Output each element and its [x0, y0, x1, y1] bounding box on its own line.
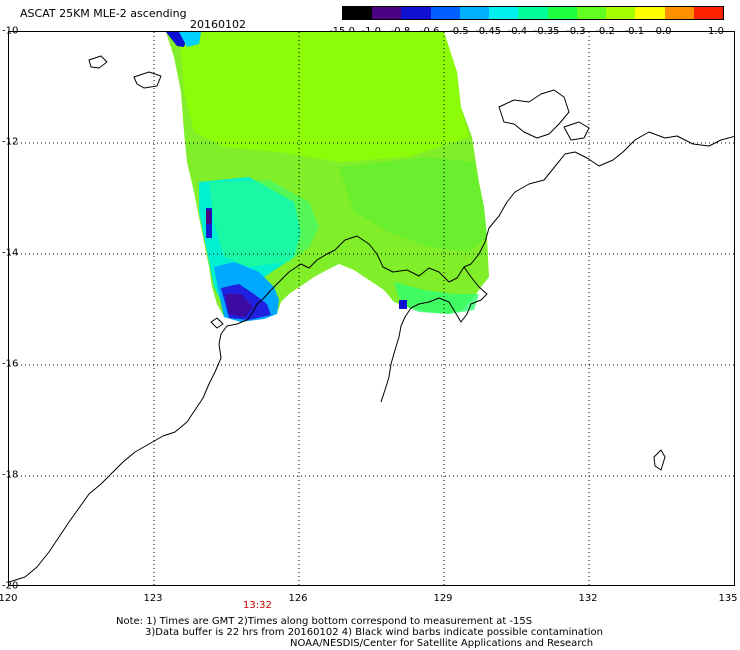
colorbar-segment: [576, 7, 607, 19]
island-3: [563, 121, 590, 141]
lon-tick-label: 126: [288, 593, 308, 604]
coastline: [9, 55, 734, 583]
swath-north: [179, 32, 469, 162]
colorbar-segment: [489, 7, 519, 19]
island-1: [133, 71, 162, 89]
lat-lon-grid: [9, 32, 734, 585]
colorbar-segment: [606, 7, 636, 19]
map-date: 20160102: [190, 18, 246, 31]
footer-note-2: 3)Data buffer is 22 hrs from 20160102 4)…: [145, 627, 603, 638]
footer-note-1: Note: 1) Times are GMT 2)Times along bot…: [116, 616, 533, 627]
wind-swath-data: [166, 32, 489, 322]
lon-tick-label: 132: [578, 593, 598, 604]
map-title: ASCAT 25KM MLE-2 ascending: [20, 7, 187, 20]
footer-credit: NOAA/NESDIS/Center for Satellite Applica…: [290, 638, 594, 649]
colorbar-segment: [518, 7, 549, 19]
map-canvas: [9, 32, 734, 585]
lat-tick-label: -16: [2, 358, 19, 370]
lon-tick-label: 129: [433, 593, 453, 604]
swath-violet: [225, 294, 253, 317]
coastline-north: [278, 131, 734, 283]
lat-tick-label: -20: [2, 580, 19, 592]
colorbar-segment: [372, 7, 402, 19]
colorbar-segment: [401, 7, 432, 19]
swath-edge-violet: [206, 210, 211, 224]
map-panel: [8, 31, 735, 586]
coastline-gulf: [380, 266, 488, 403]
swath-se-blue: [399, 300, 407, 309]
colorbar-segment: [635, 7, 666, 19]
lon-tick-label: 135: [718, 593, 738, 604]
swath-top-cyan: [179, 32, 201, 47]
swath-east: [339, 157, 487, 252]
lon-tick-label: 120: [0, 593, 18, 604]
island-5: [210, 317, 224, 329]
colorbar: [342, 6, 724, 20]
lon-tick-label: 123: [143, 593, 163, 604]
colorbar-segment: [459, 7, 490, 19]
colorbar-segment: [664, 7, 695, 19]
colorbar-segment: [430, 7, 461, 19]
swath-time-label: 13:32: [243, 600, 272, 611]
swath-transition: [209, 180, 319, 267]
lat-tick-label: -14: [2, 247, 19, 259]
lat-tick-label: -10: [2, 25, 19, 37]
island-melville: [498, 89, 570, 139]
colorbar-segment: [693, 7, 724, 19]
lat-tick-label: -12: [2, 136, 19, 148]
colorbar-segment: [547, 7, 578, 19]
island-2: [88, 55, 108, 69]
island-4: [653, 449, 666, 471]
coastline-west: [9, 281, 280, 583]
colorbar-segment: [343, 7, 373, 19]
lat-tick-label: -18: [2, 469, 19, 481]
